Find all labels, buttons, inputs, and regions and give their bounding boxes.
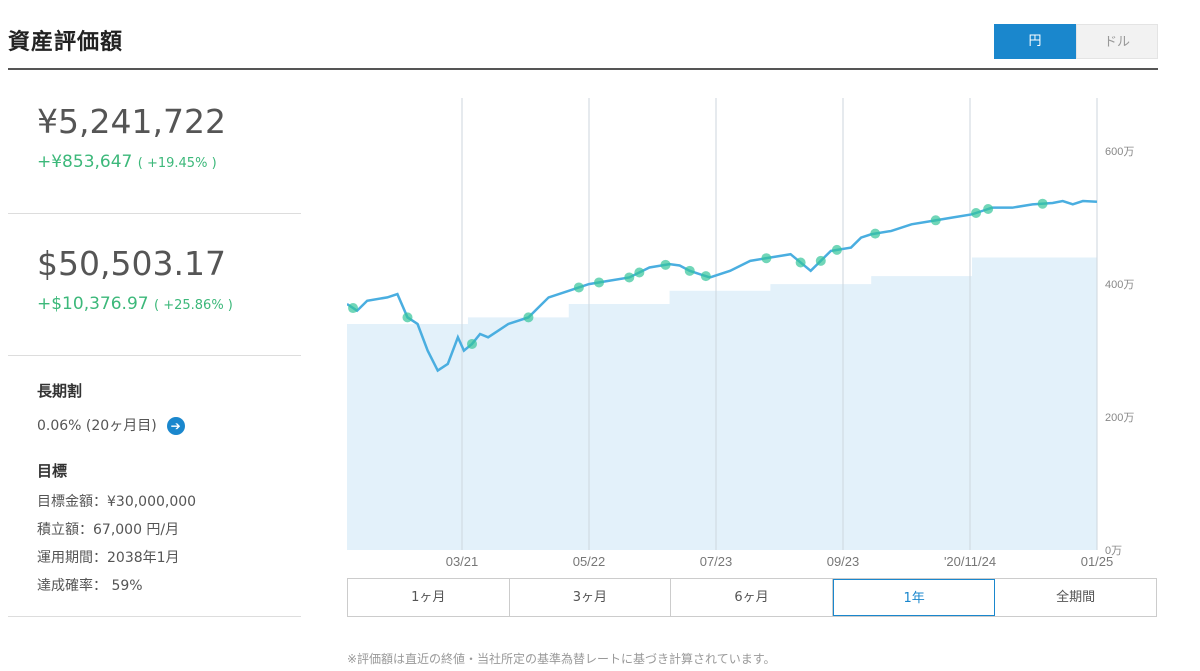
yen-total-value: ¥5,241,722: [37, 102, 226, 141]
x-tick-label: 07/23: [700, 554, 733, 569]
trade-marker: [467, 338, 477, 349]
goal-info: 長期割 0.06% (20ヶ月目) ➔ 目標 目標金額：¥30,000,000 積…: [8, 356, 301, 617]
page-title: 資産評価額: [8, 30, 124, 55]
footnote: ※評価額は直近の終値・当社所定の基準為替レートに基づき計算されています。: [347, 652, 776, 666]
long-term-line: 0.06% (20ヶ月目) ➔: [37, 415, 185, 435]
currency-usd-button[interactable]: ドル: [1076, 24, 1158, 59]
long-term-heading: 長期割: [37, 382, 83, 400]
goal-probability: 達成確率： 59%: [37, 578, 143, 594]
yen-delta-percent: ( +19.45% ): [137, 156, 217, 171]
trade-marker: [1037, 198, 1048, 209]
tab-3-months[interactable]: 3ヶ月: [510, 579, 672, 616]
usd-delta: +$10,376.97 ( +25.86% ): [37, 294, 233, 314]
usd-total-value: $50,503.17: [37, 244, 226, 283]
trade-marker: [594, 277, 605, 288]
range-tabs: 1ヶ月 3ヶ月 6ヶ月 1年 全期間: [347, 578, 1157, 617]
summary-column: ¥5,241,722 +¥853,647 ( +19.45% ) $50,503…: [8, 72, 301, 356]
long-term-value: 0.06% (20ヶ月目): [37, 418, 157, 434]
x-tick-label: 05/22: [573, 554, 606, 569]
yen-delta-amount: +¥853,647: [37, 152, 133, 172]
usd-delta-amount: +$10,376.97: [37, 294, 149, 314]
trade-marker: [660, 259, 671, 270]
trade-marker: [761, 253, 772, 264]
trade-marker: [815, 255, 826, 266]
x-tick-label: 03/21: [446, 554, 479, 569]
trade-marker: [971, 207, 982, 218]
trade-marker: [930, 215, 941, 226]
trade-marker: [402, 312, 413, 323]
y-tick-label: 0万: [1105, 545, 1122, 557]
trade-marker: [795, 257, 806, 268]
trade-marker: [523, 312, 534, 323]
header: 資産評価額 円 ドル: [8, 0, 1158, 70]
trade-marker: [348, 303, 359, 314]
goal-monthly: 積立額：67,000 円/月: [37, 522, 180, 538]
trade-marker: [573, 282, 584, 293]
y-tick-label: 200万: [1105, 412, 1134, 424]
trade-marker: [634, 267, 645, 278]
yen-summary: ¥5,241,722 +¥853,647 ( +19.45% ): [8, 72, 301, 214]
y-tick-label: 600万: [1105, 146, 1134, 158]
arrow-right-icon[interactable]: ➔: [166, 417, 185, 435]
trade-marker: [870, 228, 881, 239]
y-tick-label: 400万: [1105, 279, 1134, 291]
goal-heading: 目標: [37, 462, 68, 480]
goal-period: 運用期間：2038年1月: [37, 550, 180, 566]
x-tick-label: 09/23: [827, 554, 860, 569]
yen-delta: +¥853,647 ( +19.45% ): [37, 152, 217, 172]
trade-marker: [624, 272, 635, 283]
tab-1-year[interactable]: 1年: [832, 579, 996, 616]
trade-marker: [983, 204, 994, 215]
currency-yen-button[interactable]: 円: [994, 24, 1076, 59]
tab-6-months[interactable]: 6ヶ月: [671, 579, 833, 616]
x-tick-label: '20/11/24: [944, 554, 996, 569]
tab-all-period[interactable]: 全期間: [1056, 590, 1096, 605]
trade-marker: [684, 265, 695, 276]
currency-toggle: 円 ドル: [994, 24, 1158, 59]
usd-delta-percent: ( +25.86% ): [154, 298, 233, 313]
trade-marker: [700, 271, 711, 282]
goal-amount: 目標金額：¥30,000,000: [37, 494, 197, 510]
trade-marker: [831, 244, 842, 255]
principal-area: [347, 257, 1097, 550]
usd-summary: $50,503.17 +$10,376.97 ( +25.86% ): [8, 214, 301, 356]
x-tick-label: 01/25: [1081, 554, 1114, 569]
tab-1-month[interactable]: 1ヶ月: [348, 579, 510, 616]
asset-chart: 03/21 05/22 07/23 09/23 '20/11/24 01/25 0万 200万…: [347, 98, 1167, 573]
